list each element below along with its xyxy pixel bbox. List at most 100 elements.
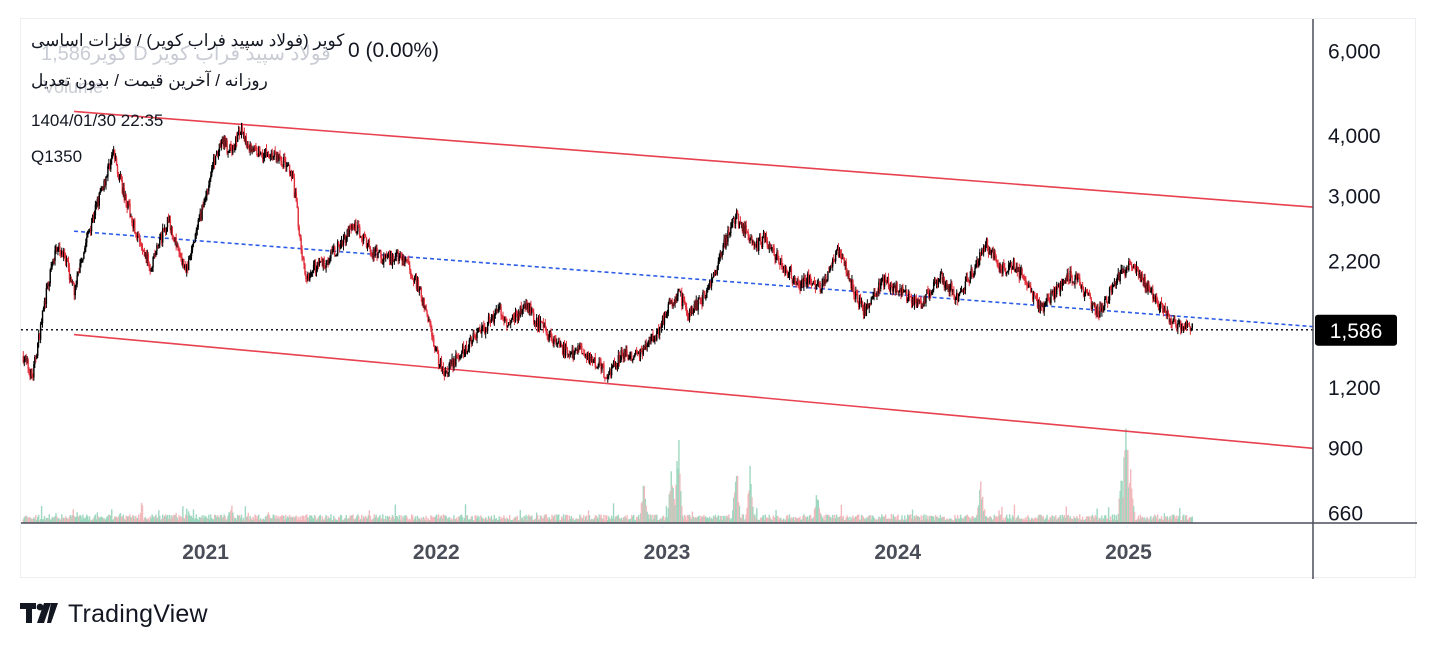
volume-bar bbox=[1012, 517, 1015, 523]
candle-body bbox=[627, 356, 629, 360]
candle-body bbox=[683, 300, 686, 304]
candle-body bbox=[553, 337, 555, 344]
candle-body bbox=[847, 273, 849, 276]
volume-bar bbox=[1133, 512, 1136, 523]
volume-bar bbox=[949, 518, 951, 523]
candle-body bbox=[318, 261, 321, 266]
candle-body bbox=[414, 275, 417, 279]
candle-body bbox=[687, 316, 690, 321]
candle-body bbox=[912, 298, 915, 305]
volume-bar bbox=[862, 517, 865, 523]
candle-body bbox=[559, 344, 562, 347]
candle-body bbox=[391, 256, 394, 266]
volume-bar bbox=[268, 515, 271, 523]
volume-bar bbox=[896, 516, 898, 523]
volume-bar bbox=[329, 518, 331, 523]
volume-bar bbox=[129, 514, 131, 523]
candle-body bbox=[903, 290, 905, 293]
candle-body bbox=[881, 278, 883, 283]
volume-bar bbox=[461, 517, 464, 523]
volume-bar bbox=[179, 517, 181, 523]
volume-bar bbox=[588, 515, 591, 523]
candle-body bbox=[262, 157, 265, 160]
candle-body bbox=[105, 176, 107, 186]
candle-body bbox=[140, 242, 143, 248]
volume-bar bbox=[957, 515, 959, 523]
volume-bar bbox=[667, 508, 670, 523]
candle-body bbox=[793, 277, 795, 281]
candle-body bbox=[137, 236, 140, 238]
candle-body bbox=[762, 233, 765, 237]
volume-bar bbox=[230, 509, 232, 523]
candle-body bbox=[987, 247, 990, 254]
candle-body bbox=[566, 349, 569, 354]
candle-body bbox=[135, 233, 137, 235]
volume-bar bbox=[286, 516, 289, 523]
volume-bar bbox=[171, 517, 174, 523]
candle-body bbox=[177, 244, 179, 251]
chart-frame[interactable]: 6,000 4,000 3,000 2,200 1,200 900 660 2021 2022 2… bbox=[20, 18, 1417, 579]
volume-bar bbox=[1113, 514, 1116, 523]
candle-body bbox=[547, 336, 549, 341]
volume-bar bbox=[290, 516, 293, 523]
candle-body bbox=[72, 281, 74, 284]
candle-body bbox=[184, 264, 186, 269]
price-change: 0 (0.00%) bbox=[348, 39, 440, 62]
volume-bar bbox=[398, 515, 400, 523]
volume-bar bbox=[1078, 519, 1080, 523]
candle-body bbox=[422, 297, 424, 306]
volume-bar bbox=[1060, 519, 1063, 523]
candle-body bbox=[1162, 308, 1165, 313]
volume-bar bbox=[108, 514, 110, 523]
volume-bar bbox=[382, 514, 384, 523]
volume-bar bbox=[820, 514, 822, 523]
volume-bar bbox=[186, 516, 189, 523]
volume-bar bbox=[443, 515, 446, 523]
volume-bar bbox=[854, 517, 856, 523]
candle-body bbox=[252, 149, 254, 152]
tradingview-brand[interactable]: TradingView bbox=[20, 598, 208, 630]
volume-bar bbox=[28, 517, 30, 523]
symbol-line[interactable]: کویر (فولاد سپید فراب کویر) / فلزات اساس… bbox=[31, 31, 345, 50]
volume-bar bbox=[153, 517, 155, 523]
candle-body bbox=[1130, 264, 1133, 269]
candle-body bbox=[900, 288, 902, 296]
candle-body bbox=[439, 359, 442, 366]
volume-bar bbox=[324, 517, 326, 523]
volume-bar bbox=[1189, 517, 1192, 523]
volume-bar bbox=[842, 515, 845, 523]
candle-body bbox=[1186, 323, 1189, 327]
candle-body bbox=[942, 277, 944, 283]
candle-body bbox=[776, 252, 778, 257]
candle-body bbox=[703, 292, 705, 294]
candle-body bbox=[36, 355, 38, 359]
candle-body bbox=[370, 252, 373, 254]
candle-body bbox=[590, 356, 593, 361]
candle-body bbox=[492, 314, 495, 323]
candle-body bbox=[665, 314, 668, 318]
candle-body bbox=[378, 251, 380, 254]
candle-body bbox=[172, 236, 174, 238]
candle-body bbox=[1018, 267, 1020, 279]
volume-bar bbox=[1017, 515, 1019, 523]
volume-bar bbox=[680, 491, 682, 523]
volume-bar bbox=[493, 514, 496, 523]
candle-body bbox=[924, 297, 926, 303]
candle-body bbox=[1118, 272, 1120, 282]
volume-bar bbox=[235, 517, 237, 523]
candle-body bbox=[261, 152, 263, 154]
candle-body bbox=[534, 322, 536, 324]
volume-bar bbox=[65, 517, 68, 523]
candle-body bbox=[383, 256, 385, 263]
volume-bar bbox=[1122, 497, 1124, 523]
candle-body bbox=[419, 287, 422, 290]
volume-bar bbox=[983, 509, 986, 523]
volume-bar bbox=[305, 514, 307, 523]
volume-bar bbox=[215, 517, 218, 523]
volume-bar bbox=[953, 520, 955, 523]
candle-body bbox=[843, 258, 845, 266]
candle-body bbox=[882, 277, 884, 279]
volume-bar bbox=[267, 512, 270, 523]
candle-body bbox=[1189, 326, 1192, 331]
